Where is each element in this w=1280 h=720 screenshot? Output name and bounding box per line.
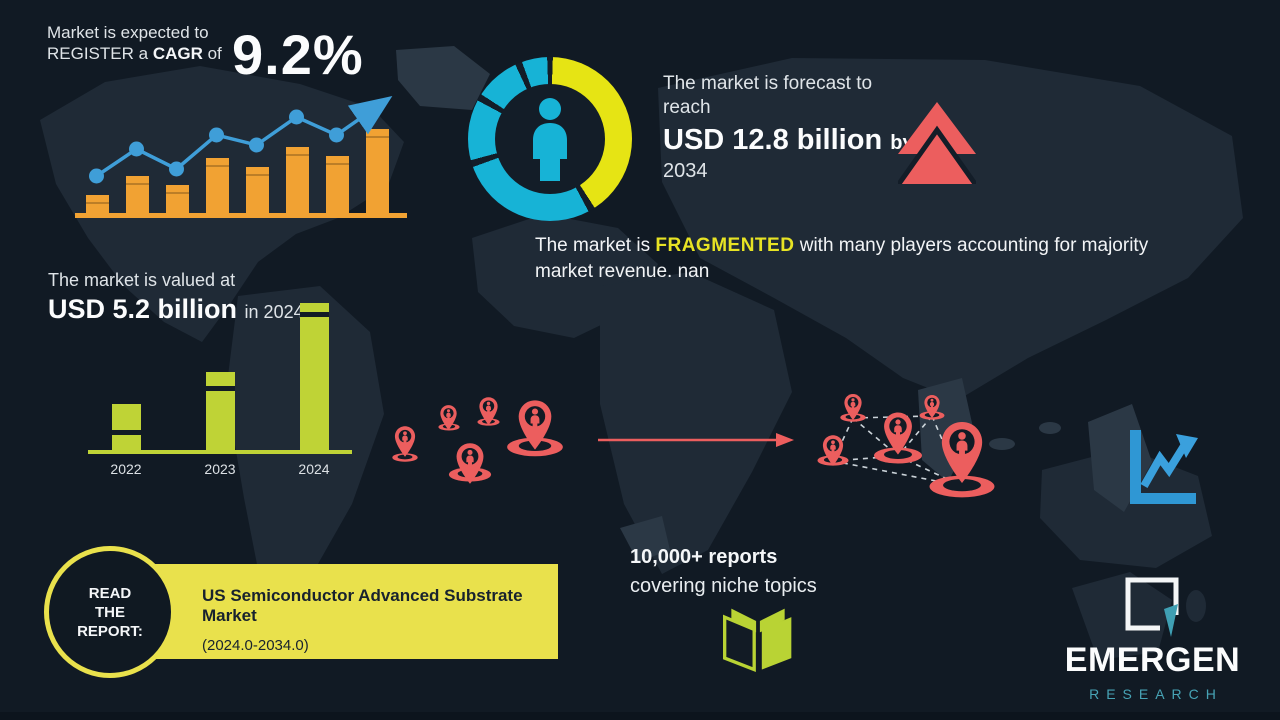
- report-title[interactable]: US Semiconductor Advanced Substrate Mark…: [202, 586, 523, 625]
- bar: [86, 195, 109, 213]
- donut-hole: [495, 84, 605, 194]
- forecast-line2: reach: [663, 97, 711, 118]
- scattered-players-pins: [392, 397, 563, 484]
- cagr-caption-line1: Market is expected to: [47, 23, 209, 42]
- emergen-logo: EMERGEN RESEARCH: [1040, 575, 1265, 702]
- valuation-year-labels: 2022 2023 2024: [88, 461, 352, 477]
- bar: [206, 158, 229, 213]
- connected-players-pins: [817, 394, 995, 498]
- valuation-line1: The market is valued at: [48, 270, 236, 290]
- reports-count-block: 10,000+ reports covering niche topics: [630, 546, 817, 598]
- logo-subtitle: RESEARCH: [1089, 686, 1223, 702]
- year-label: 2024: [298, 461, 330, 477]
- valuation-suffix: in 2024: [244, 302, 304, 322]
- flow-arrow: [598, 433, 794, 447]
- year-label: 2022: [110, 461, 142, 477]
- reports-count: 10,000+ reports: [630, 546, 778, 568]
- read-report-circle[interactable]: READ THE REPORT:: [44, 546, 176, 678]
- report-year-range: (2024.0-2034.0): [202, 637, 309, 654]
- cagr-word: CAGR: [152, 44, 203, 63]
- bar: [205, 372, 235, 450]
- fragmented-statement: The market is FRAGMENTED with many playe…: [535, 235, 1149, 282]
- cagr-growth-chart: [75, 95, 407, 218]
- valuation-baseline: [88, 450, 352, 454]
- forecast-value: USD 12.8 billion: [663, 124, 883, 156]
- valuation-block: The market is valued at USD 5.2 billion …: [48, 270, 304, 325]
- bar: [246, 167, 269, 213]
- bar: [299, 303, 329, 450]
- market-donut-chart: [468, 57, 632, 221]
- bar: [326, 156, 349, 213]
- bar: [166, 185, 189, 213]
- bar: [286, 147, 309, 213]
- person-icon: [533, 98, 567, 181]
- growth-chevron-icon: [898, 102, 976, 184]
- forecast-block: The market is forecast to reach USD 12.8…: [663, 72, 943, 183]
- reports-caption: covering niche topics: [630, 575, 817, 597]
- valuation-value: USD 5.2 billion: [48, 294, 238, 324]
- read-report-banner[interactable]: US Semiconductor Advanced Substrate Mark…: [150, 564, 558, 659]
- cagr-bars: [86, 129, 389, 213]
- cagr-trend-line: [89, 95, 393, 184]
- bar: [126, 176, 149, 213]
- valuation-chart: 2022 2023 2024: [88, 300, 352, 477]
- forecast-year: 2034: [663, 160, 708, 182]
- logo-square-icon: [1125, 577, 1178, 637]
- bar: [366, 129, 389, 213]
- cagr-chart-baseline: [75, 213, 407, 218]
- trend-chart-icon: [1130, 430, 1198, 504]
- cagr-caption: Market is expected to REGISTER a CAGR of: [47, 23, 222, 63]
- forecast-line1: The market is forecast to: [663, 73, 873, 94]
- open-book-icon: [723, 608, 792, 672]
- logo-name: EMERGEN: [1064, 641, 1241, 679]
- year-label: 2023: [204, 461, 236, 477]
- bar: [111, 404, 141, 450]
- fragmented-highlight: FRAGMENTED: [655, 235, 795, 256]
- valuation-bars: [88, 300, 352, 450]
- cagr-value: 9.2%: [232, 23, 364, 86]
